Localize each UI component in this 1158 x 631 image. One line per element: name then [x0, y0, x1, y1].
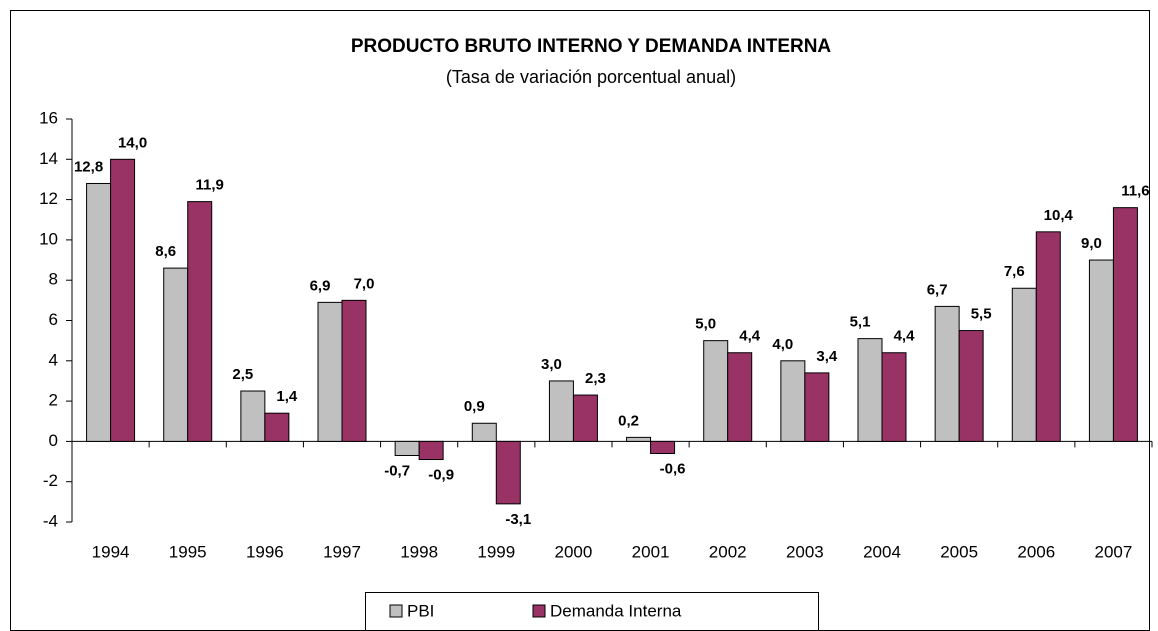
x-tick-label: 2001 [632, 542, 670, 561]
bar [548, 380, 574, 442]
bar [780, 360, 806, 442]
value-label: -0,9 [428, 467, 454, 484]
bar [495, 440, 521, 505]
value-label: 5,5 [971, 306, 992, 323]
y-tick-label: 14 [39, 149, 58, 168]
y-tick-label: 4 [49, 350, 58, 369]
bar [934, 305, 960, 442]
legend-label: PBI [407, 601, 434, 620]
bar [418, 440, 444, 461]
bar [727, 352, 753, 442]
value-label: 4,4 [739, 328, 761, 345]
value-label: 3,4 [816, 348, 838, 365]
legend-swatch [532, 604, 546, 618]
bar [187, 201, 213, 442]
y-tick-label: 10 [39, 229, 58, 248]
value-label: 5,0 [695, 316, 716, 333]
bar [163, 267, 189, 442]
value-label: 1,4 [276, 388, 298, 405]
bar [240, 390, 266, 442]
value-label: 11,9 [196, 177, 224, 194]
bar [264, 412, 290, 442]
bar [317, 301, 343, 442]
value-label: 2,3 [585, 370, 606, 387]
legend-label: Demanda Interna [550, 601, 682, 620]
legend-swatch [389, 604, 403, 618]
value-label: 6,9 [310, 277, 331, 294]
value-label: -0,6 [660, 460, 686, 477]
y-tick-label: 0 [49, 431, 58, 450]
x-tick-label: 1998 [400, 542, 438, 561]
x-tick-label: 1994 [92, 542, 130, 561]
value-label: 10,4 [1044, 207, 1074, 224]
value-label: 5,1 [850, 314, 871, 331]
bar [1011, 287, 1037, 442]
bar [1035, 231, 1061, 442]
value-label: 14,0 [118, 134, 147, 151]
bar [572, 394, 598, 442]
x-tick-label: 1995 [169, 542, 207, 561]
y-tick-label: -2 [43, 471, 58, 490]
y-tick-label: 2 [49, 391, 58, 410]
bar [650, 440, 676, 454]
y-tick-label: 16 [39, 108, 58, 127]
y-tick-label: -4 [43, 511, 58, 530]
bar [1112, 207, 1138, 442]
bar [881, 352, 907, 442]
bar [804, 372, 830, 442]
bar [341, 299, 367, 442]
value-label: 9,0 [1081, 235, 1102, 252]
value-label: 12,8 [74, 158, 103, 175]
x-tick-label: 2006 [1017, 542, 1055, 561]
bar [1088, 259, 1114, 442]
x-tick-label: 2005 [940, 542, 978, 561]
value-label: 6,7 [927, 281, 948, 298]
x-tick-label: 1996 [246, 542, 284, 561]
bar [958, 330, 984, 442]
value-label: 7,6 [1004, 263, 1025, 280]
value-label: 7,0 [354, 275, 375, 292]
x-tick-label: 2004 [863, 542, 901, 561]
value-label: -0,7 [384, 462, 410, 479]
x-tick-label: 2003 [786, 542, 824, 561]
y-tick-label: 8 [49, 270, 58, 289]
value-label: 0,2 [618, 412, 639, 429]
value-label: 2,5 [232, 366, 253, 383]
value-label: 0,9 [464, 398, 485, 415]
x-tick-label: 2000 [555, 542, 593, 561]
y-tick-label: 12 [39, 189, 58, 208]
value-label: 8,6 [155, 243, 176, 260]
bar [703, 340, 729, 442]
bar [626, 436, 652, 442]
bar [394, 440, 420, 457]
value-label: -3,1 [505, 511, 531, 528]
y-tick-label: 6 [49, 310, 58, 329]
value-label: 11,6 [1121, 183, 1149, 200]
x-tick-label: 2007 [1095, 542, 1133, 561]
x-tick-label: 1997 [323, 542, 361, 561]
chart-title: PRODUCTO BRUTO INTERNO Y DEMANDA INTERNA [351, 36, 832, 57]
chart-subtitle: (Tasa de variación porcentual anual) [446, 67, 736, 87]
value-label: 4,0 [772, 336, 793, 353]
bar [471, 422, 497, 442]
x-tick-label: 2002 [709, 542, 747, 561]
bar [110, 158, 136, 442]
x-tick-label: 1999 [477, 542, 515, 561]
bar [86, 182, 112, 442]
value-label: 3,0 [541, 356, 562, 373]
bar [857, 338, 883, 442]
value-label: 4,4 [894, 328, 916, 345]
